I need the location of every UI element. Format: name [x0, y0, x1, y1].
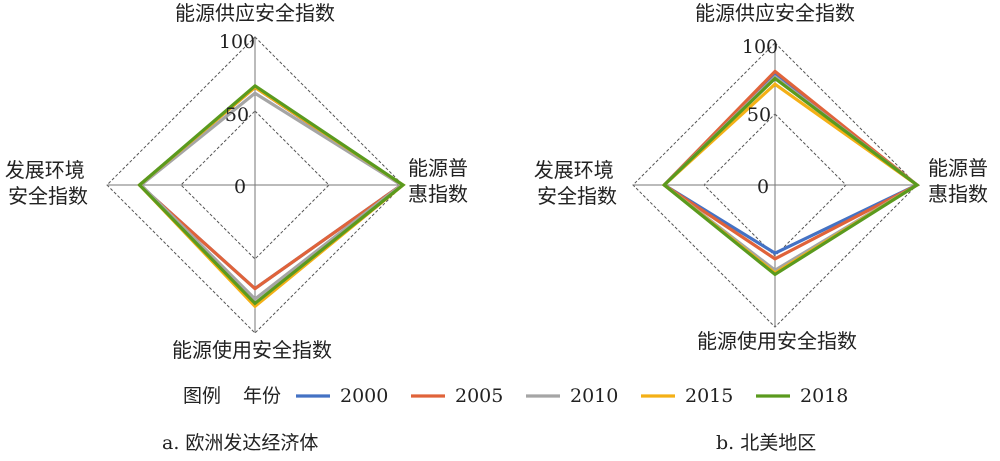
legend: 图例 年份 2000 2005 2010 2015 2018: [183, 385, 848, 407]
series-2010: [138, 91, 405, 302]
axis-label-environment: 发展环境 安全指数: [5, 158, 91, 208]
tick-label-0: 0: [757, 176, 769, 198]
axis-label-usage: 能源使用安全指数: [172, 338, 332, 362]
series-2015: [137, 85, 406, 309]
tick-label-0: 0: [234, 176, 246, 198]
radar-grid: [632, 42, 918, 328]
axis-label-usage: 能源使用安全指数: [697, 329, 857, 353]
axis-label-environment-line1: 发展环境: [5, 158, 85, 182]
axis-label-access-line2: 惠指数: [928, 182, 988, 206]
series-2005: [661, 69, 920, 261]
tick-label-50: 50: [747, 104, 771, 126]
axis-label-environment: 发展环境 安全指数: [534, 158, 620, 208]
series-2018: [661, 76, 920, 277]
series-2005: [137, 85, 405, 291]
legend-label-2018: 2018: [800, 385, 848, 407]
legend-label-2010: 2010: [570, 385, 618, 407]
legend-label-2005: 2005: [455, 385, 503, 407]
axis-label-access-line1: 能源普: [928, 156, 988, 180]
axis-label-environment-line1: 发展环境: [534, 158, 614, 182]
legend-label-2000: 2000: [340, 385, 388, 407]
series-2018: [137, 83, 406, 306]
tick-label-100: 100: [742, 36, 778, 58]
axis-label-access-line1: 能源普: [408, 156, 468, 180]
legend-subtitle: 年份: [243, 385, 281, 407]
legend-entries: 2000 2005 2010 2015 2018: [296, 385, 848, 407]
axis-label-environment-line2: 安全指数: [537, 184, 617, 208]
series-2000: [137, 85, 405, 291]
axis-label-supply: 能源供应安全指数: [695, 1, 855, 25]
axis-label-access-line2: 惠指数: [408, 182, 468, 206]
series-2000: [661, 70, 921, 255]
caption-panel-b: b. 北美地区: [716, 432, 816, 454]
tick-label-100: 100: [219, 31, 255, 53]
radar-series: [661, 69, 921, 277]
legend-title: 图例: [183, 385, 221, 407]
grid-ring-100: [106, 36, 404, 334]
tick-label-50: 50: [225, 104, 249, 126]
axis-label-environment-line2: 安全指数: [8, 184, 88, 208]
axis-label-access: 能源普 惠指数: [928, 156, 994, 206]
caption-panel-a: a. 欧洲发达经济体: [162, 432, 318, 454]
axis-label-access: 能源普 惠指数: [408, 156, 474, 206]
radar-series: [137, 83, 406, 309]
radar-chart-europe: 100 50 0 能源供应安全指数 能源普 惠指数 能源使用安全指数 发展环境 …: [5, 1, 474, 362]
axis-label-supply: 能源供应安全指数: [175, 1, 335, 25]
series-2010: [661, 74, 920, 273]
legend-label-2015: 2015: [685, 385, 733, 407]
radar-chart-north-america: 100 50 0 能源供应安全指数 能源普 惠指数 能源使用安全指数 发展环境 …: [534, 1, 994, 353]
